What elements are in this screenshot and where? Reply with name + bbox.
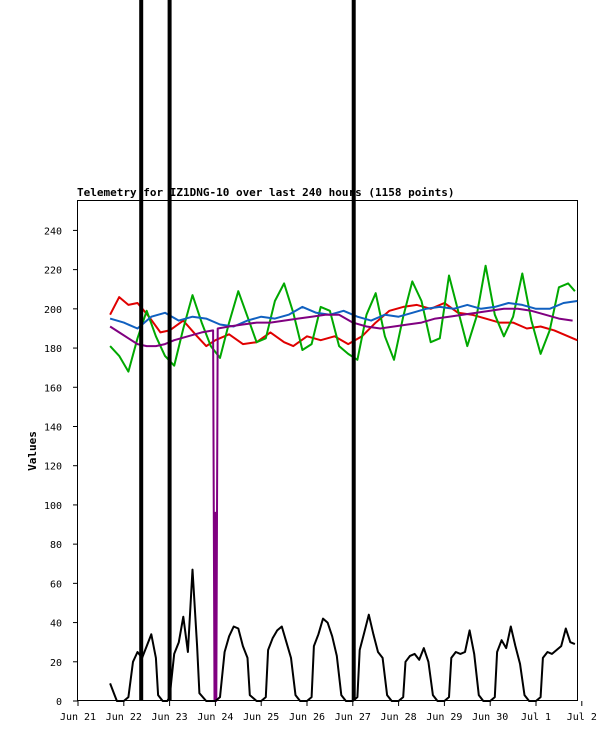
y-tick-label: 160 [44, 383, 62, 394]
series-line-2 [109, 300, 578, 330]
y-tick-label: 60 [50, 579, 62, 590]
y-tick-label: 120 [44, 462, 62, 473]
x-axis: Jun 21 Jun 22 Jun 23 Jun 24 Jun 25 Jun 26 Jun … [60, 701, 597, 723]
x-tick-label: Jun 28 [381, 712, 417, 723]
x-tick-label: Jun 25 [243, 712, 279, 723]
marker-layer [139, 0, 356, 701]
plot-frame [77, 200, 578, 701]
x-tick-label: Jun 23 [152, 712, 188, 723]
y-tick-label: 40 [50, 619, 62, 630]
series-line-1 [109, 264, 576, 373]
x-tick-label: Jul 2 [567, 712, 597, 723]
y-tick-label: 100 [44, 501, 62, 512]
x-tick-label: Jun 21 [60, 712, 96, 723]
y-tick-label: 180 [44, 344, 62, 355]
y-tick-label: 140 [44, 422, 62, 433]
y-axis-label: Values [26, 431, 39, 471]
x-tick-label: Jul 1 [521, 712, 551, 723]
x-tick-label: Jun 24 [197, 712, 233, 723]
chart-title: Telemetry for IZ1DNG-10 over last 240 ho… [77, 186, 455, 199]
y-tick-label: 80 [50, 540, 62, 551]
x-tick-label: Jun 29 [426, 712, 462, 723]
y-axis: 0 20 40 60 80 100 120 140 160 180 200 220 240 [44, 226, 78, 708]
x-tick-label: Jun 22 [106, 712, 142, 723]
x-tick-label: Jun 26 [289, 712, 325, 723]
x-tick-label: Jun 27 [335, 712, 371, 723]
y-tick-label: 220 [44, 266, 62, 277]
y-tick-label: 240 [44, 226, 62, 237]
series-line-4 [109, 568, 576, 702]
series-layer [109, 264, 578, 702]
x-tick-label: Jun 30 [472, 712, 508, 723]
y-tick-label: 0 [56, 697, 62, 708]
y-tick-label: 20 [50, 658, 62, 669]
y-tick-label: 200 [44, 305, 62, 316]
